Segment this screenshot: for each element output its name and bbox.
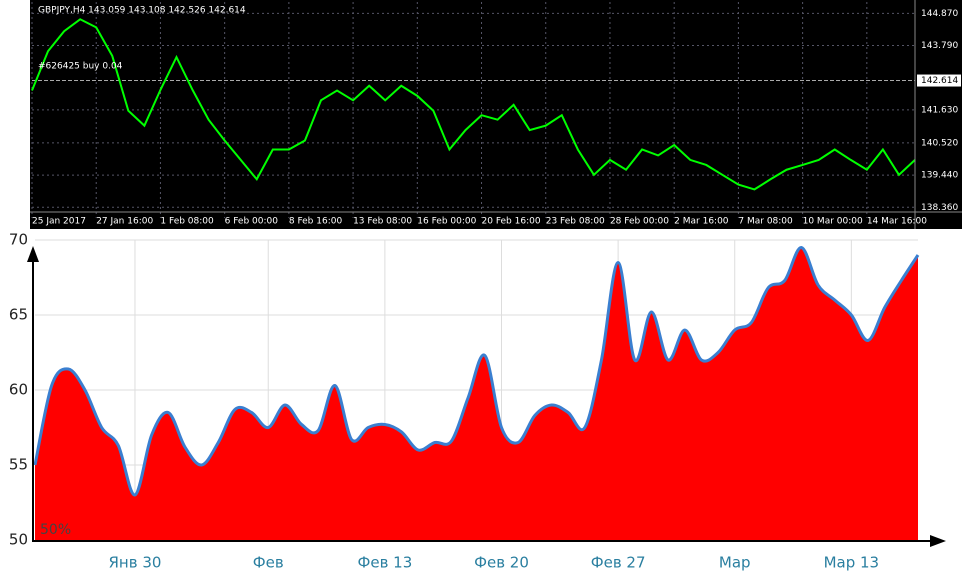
x-tick-label: 8 Feb 16:00	[289, 217, 343, 227]
current-price-label: 142.614	[921, 76, 958, 86]
y-tick-label: 140.520	[921, 138, 958, 148]
x-tick-label: Фев 13	[357, 554, 412, 572]
price-chart: 144.870 143.790 141.630 140.520 139.440 138.3…	[30, 0, 962, 229]
annotation: 50%	[40, 522, 71, 538]
x-tick-label: Мар 13	[824, 554, 880, 572]
area	[35, 247, 918, 540]
x-tick-label: 25 Jan 2017	[32, 217, 86, 227]
top-panel	[30, 0, 962, 229]
x-tick-label: 10 Mar 00:00	[803, 217, 863, 227]
current-price-box	[917, 74, 961, 87]
x-tick-label: 27 Jan 16:00	[96, 217, 153, 227]
x-tick-label: 16 Feb 00:00	[417, 217, 476, 227]
x-tick-label: 23 Feb 08:00	[546, 217, 605, 227]
x-tick-label: Фев 20	[474, 554, 529, 572]
x-tick-label: 13 Feb 08:00	[353, 217, 412, 227]
x-tick-label: 2 Mar 16:00	[674, 217, 729, 227]
y-tick-label: 55	[9, 456, 28, 474]
y-tick-label: 143.790	[921, 41, 958, 51]
chart-title: GBPJPY,H4 143.059 143.108 142.526 142.61…	[38, 6, 246, 16]
x-tick-label: 14 Mar 16:00	[867, 217, 927, 227]
x-tick-label: Фев	[253, 554, 284, 572]
x-tick-label: Янв 30	[108, 554, 161, 572]
x-tick-label: 1 Feb 08:00	[160, 217, 214, 227]
y-tick-label: 141.630	[921, 105, 958, 115]
y-tick-label: 70	[9, 231, 28, 249]
y-tick-label: 139.440	[921, 171, 958, 181]
x-tick-label: 7 Mar 08:00	[738, 217, 793, 227]
annotation: #626425 buy 0.04	[38, 62, 123, 72]
y-tick-label: 65	[9, 306, 28, 324]
y-arrow	[27, 246, 39, 262]
x-arrow	[930, 535, 946, 547]
x-tick-label: 6 Feb 00:00	[225, 217, 279, 227]
x-tick-label: Фев 27	[591, 554, 646, 572]
x-tick-label: 20 Feb 16:00	[482, 217, 541, 227]
y-tick-label: 60	[9, 381, 28, 399]
x-tick-label: 28 Feb 00:00	[610, 217, 669, 227]
price-line	[31, 18, 916, 191]
y-tick-label: 50	[9, 531, 28, 549]
y-tick-label: 144.870	[921, 9, 958, 19]
y-tick-label: 138.360	[921, 203, 958, 213]
area-chart: 50 55 60 65 70 Янв 30 Фев Фев 13 Фев 20 Фев 27 Мар…	[9, 231, 946, 572]
x-tick-label: Мар	[719, 554, 751, 572]
area-line	[33, 246, 920, 497]
